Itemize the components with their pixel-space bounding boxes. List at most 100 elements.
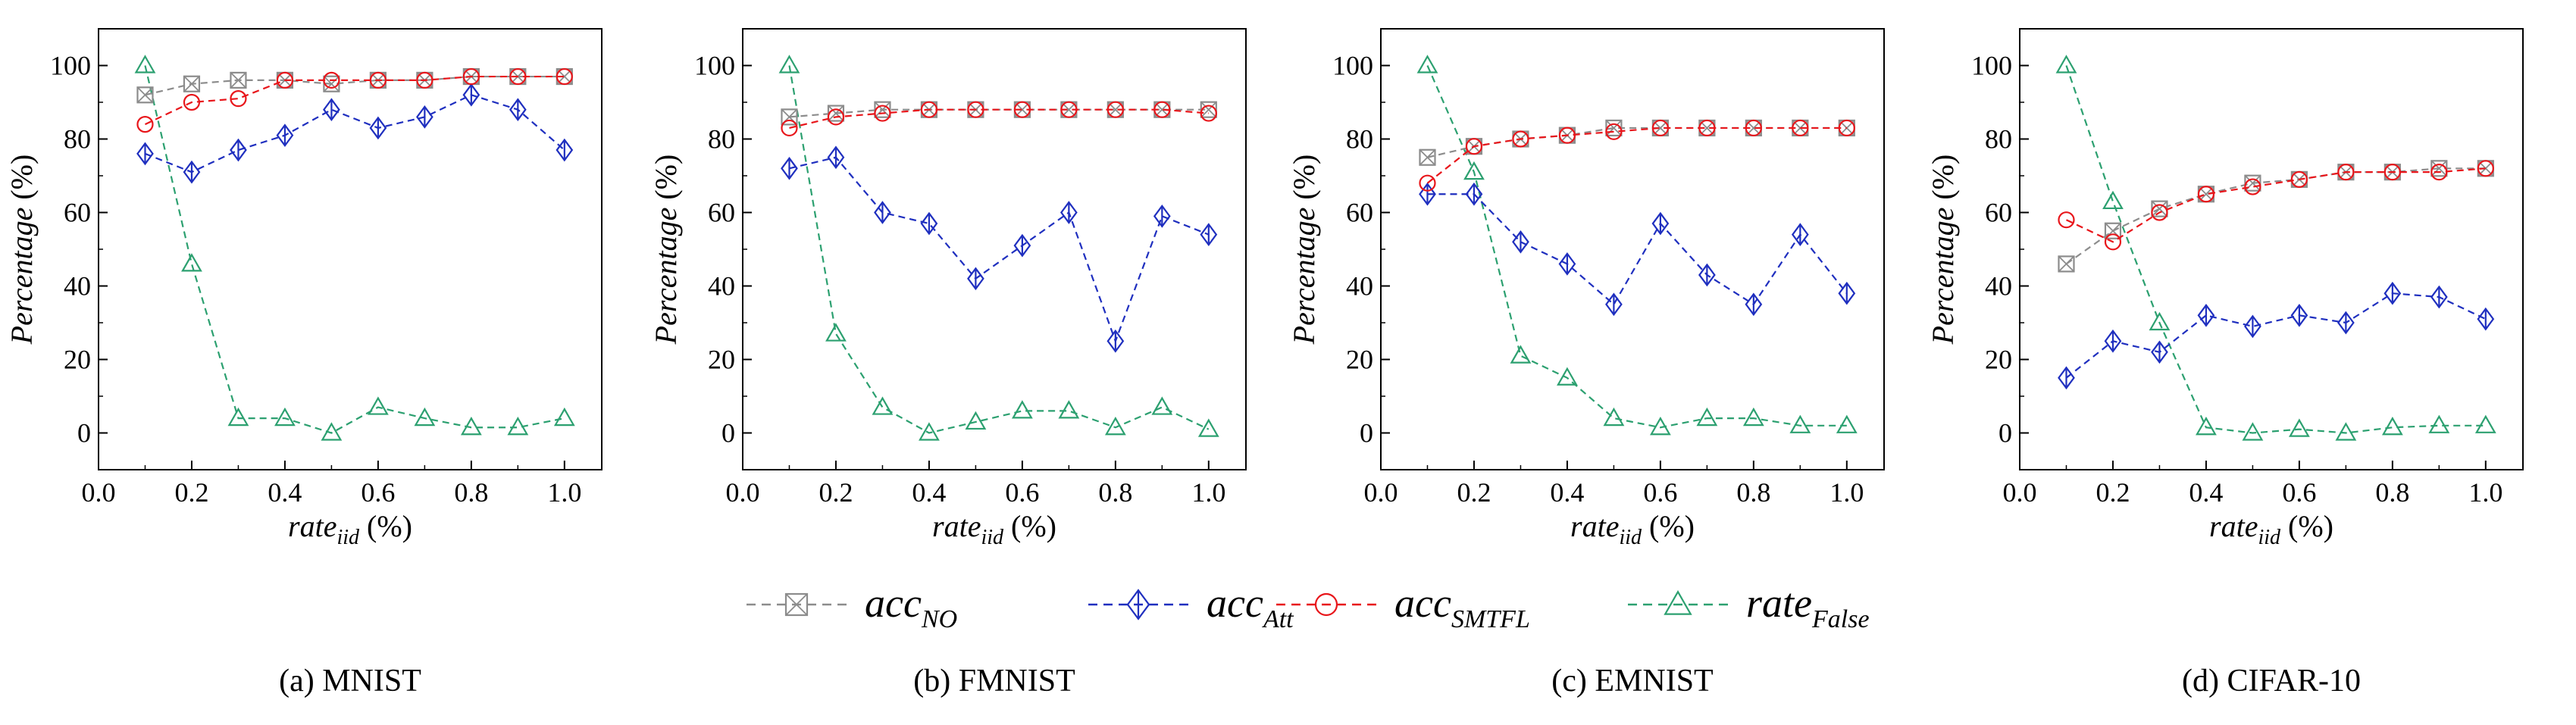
chart-panel-4: 0.0 0.2 0.4 0.6 0.8 1.0 0 20 40 60 80 100 Percentage… [1926, 28, 2524, 698]
data-point-NO-x2 [2058, 255, 2075, 273]
data-point-SMTFL [1792, 119, 1809, 137]
data-point-False [825, 323, 847, 342]
y-tick-label: 80 [708, 124, 735, 155]
data-point-NO [2104, 222, 2122, 239]
x-axis-label-sub: iid [2258, 526, 2281, 549]
x-axis-label: rateiid (%) [2209, 509, 2333, 549]
data-point-False [227, 407, 249, 427]
plot-frame [2019, 28, 2524, 470]
legend-marker [1664, 589, 1692, 615]
x-axis-label: rateiid (%) [932, 509, 1056, 549]
legend-label-base: rate [1746, 580, 1812, 626]
data-point-SMTFL [1060, 101, 1078, 118]
data-point-False [134, 55, 156, 73]
panel-caption: (d) CIFAR-10 [2182, 664, 2361, 698]
chart-panel-2: 0.0 0.2 0.4 0.6 0.8 1.0 0 20 40 60 80 100 Percentage… [649, 28, 1247, 698]
legend-marker [784, 592, 809, 617]
y-axis-label-unit: (%) [1287, 155, 1321, 208]
x-tick-label: 0.0 [726, 477, 760, 508]
y-tick-label: 80 [1346, 124, 1373, 155]
data-point-NO [323, 75, 340, 92]
data-point-False [367, 396, 389, 415]
series-line-Att [789, 156, 1210, 344]
data-point-NO-x2 [323, 76, 340, 92]
legend-label: accNO [865, 580, 957, 633]
data-point-NO [230, 71, 247, 89]
x-tick-label: 0.4 [912, 477, 946, 508]
data-point-NO [136, 86, 154, 104]
series-line-NO [145, 75, 565, 96]
data-point-SMTFL [416, 71, 434, 89]
legend-marker-x2 [785, 593, 808, 616]
data-point-SMTFL [1153, 101, 1171, 118]
x-tick-label: 0.4 [1550, 477, 1584, 508]
data-point-SMTFL [2104, 233, 2122, 251]
y-tick-label: 20 [708, 345, 735, 375]
data-point-SMTFL [1698, 119, 1716, 137]
x-axis-label-sub: iid [1619, 526, 1642, 549]
data-point-SMTFL [1465, 138, 1483, 155]
y-tick-label: 0 [721, 418, 735, 448]
data-point-SMTFL [2197, 186, 2215, 203]
chart-panel-3: 0.0 0.2 0.4 0.6 0.8 1.0 0 20 40 60 80 100 Percentage… [1287, 28, 1885, 698]
data-point-NO [1200, 101, 1217, 118]
data-point-NO-x2 [1605, 120, 1623, 136]
legend-label-base: acc [1394, 580, 1451, 626]
y-axis-label: Percentage (%) [649, 155, 683, 345]
x-axis-label-base: rate [2209, 509, 2258, 543]
x-axis-label-base: rate [288, 509, 336, 543]
y-tick-label: 60 [1346, 198, 1373, 228]
series-line-SMTFL [145, 75, 565, 126]
data-point-False [321, 422, 343, 441]
data-point-SMTFL [781, 119, 798, 137]
data-point-SMTFL [1200, 105, 1217, 122]
y-axis-label-word: Percentage [5, 208, 39, 345]
x-tick-label: 1.0 [2468, 477, 2502, 508]
data-point-False [1836, 414, 1858, 433]
x-tick-label: 1.0 [547, 477, 581, 508]
data-point-NO [183, 75, 201, 92]
y-tick-label: 60 [64, 198, 91, 228]
series-line-NO [1427, 127, 1847, 158]
x-tick-label: 0.6 [1005, 477, 1039, 508]
series-line-SMTFL [2066, 167, 2486, 243]
data-point-NO-x2 [2430, 160, 2447, 177]
data-point-False [1696, 407, 1718, 427]
x-tick-label: 0.4 [2189, 477, 2223, 508]
data-point-NO-x2 [2151, 201, 2168, 217]
data-point-False [872, 396, 894, 415]
x-tick-label: 0.2 [174, 477, 208, 508]
data-point-False [778, 55, 800, 73]
x-tick-label: 0.8 [454, 477, 488, 508]
data-point-False [919, 422, 940, 441]
data-point-SMTFL [920, 101, 938, 118]
data-point-False [1058, 400, 1080, 419]
y-tick-label: 60 [1985, 198, 2012, 228]
legend-label-sub: False [1811, 605, 1870, 633]
y-axis-label: Percentage (%) [5, 155, 39, 345]
legend-item-NO: accNO [747, 580, 957, 633]
y-axis-label-word: Percentage [649, 208, 683, 345]
y-tick-label: 0 [1360, 418, 1373, 448]
data-point-NO-x2 [874, 102, 891, 118]
legend-label: accAtt [1207, 580, 1294, 633]
series-line-SMTFL [789, 108, 1209, 130]
data-point-False [1463, 161, 1485, 180]
data-point-SMTFL [1745, 119, 1762, 137]
data-point-NO-x2 [1200, 102, 1217, 118]
data-point-NO [1419, 148, 1436, 166]
data-point-False [2149, 311, 2171, 331]
data-point-SMTFL [556, 67, 573, 86]
legend-item-SMTFL: accSMTFL [1276, 580, 1530, 633]
plot-frame [1380, 28, 1885, 470]
y-tick-label: 60 [708, 198, 735, 228]
y-tick-label: 20 [64, 345, 91, 375]
x-tick-label: 0.6 [1643, 477, 1677, 508]
x-tick-label: 0.8 [2375, 477, 2409, 508]
y-tick-label: 0 [1999, 418, 2012, 448]
data-point-NO-x2 [136, 86, 154, 103]
data-point-NO [2058, 255, 2075, 273]
y-tick-label: 20 [1985, 345, 2012, 375]
data-point-SMTFL [369, 71, 387, 89]
